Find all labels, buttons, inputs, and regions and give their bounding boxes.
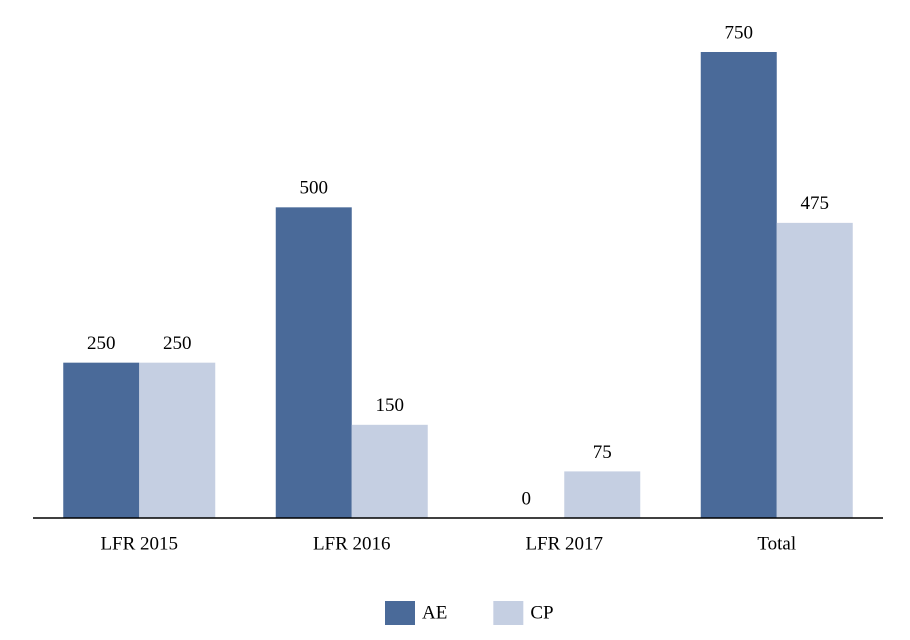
legend-swatch <box>385 601 415 625</box>
value-label: 250 <box>87 333 116 354</box>
value-label: 75 <box>593 442 612 463</box>
value-label: 750 <box>725 22 754 43</box>
bar <box>275 207 352 519</box>
bar <box>564 471 641 518</box>
legend-swatch <box>493 601 524 625</box>
bar <box>63 362 140 518</box>
value-label: 150 <box>376 395 405 416</box>
bar <box>776 222 853 518</box>
x-tick-label: LFR 2017 <box>525 533 603 554</box>
x-tick-label: LFR 2015 <box>100 533 178 554</box>
bar <box>139 362 216 518</box>
legend-label: CP <box>530 602 553 623</box>
bar <box>700 52 777 518</box>
value-label: 500 <box>300 178 329 199</box>
bar <box>351 424 428 518</box>
x-tick-label: Total <box>757 533 796 554</box>
value-label: 475 <box>801 193 830 214</box>
value-label: 0 <box>522 488 532 509</box>
value-label: 250 <box>163 333 192 354</box>
x-tick-label: LFR 2016 <box>313 533 391 554</box>
legend-label: AE <box>422 602 447 623</box>
